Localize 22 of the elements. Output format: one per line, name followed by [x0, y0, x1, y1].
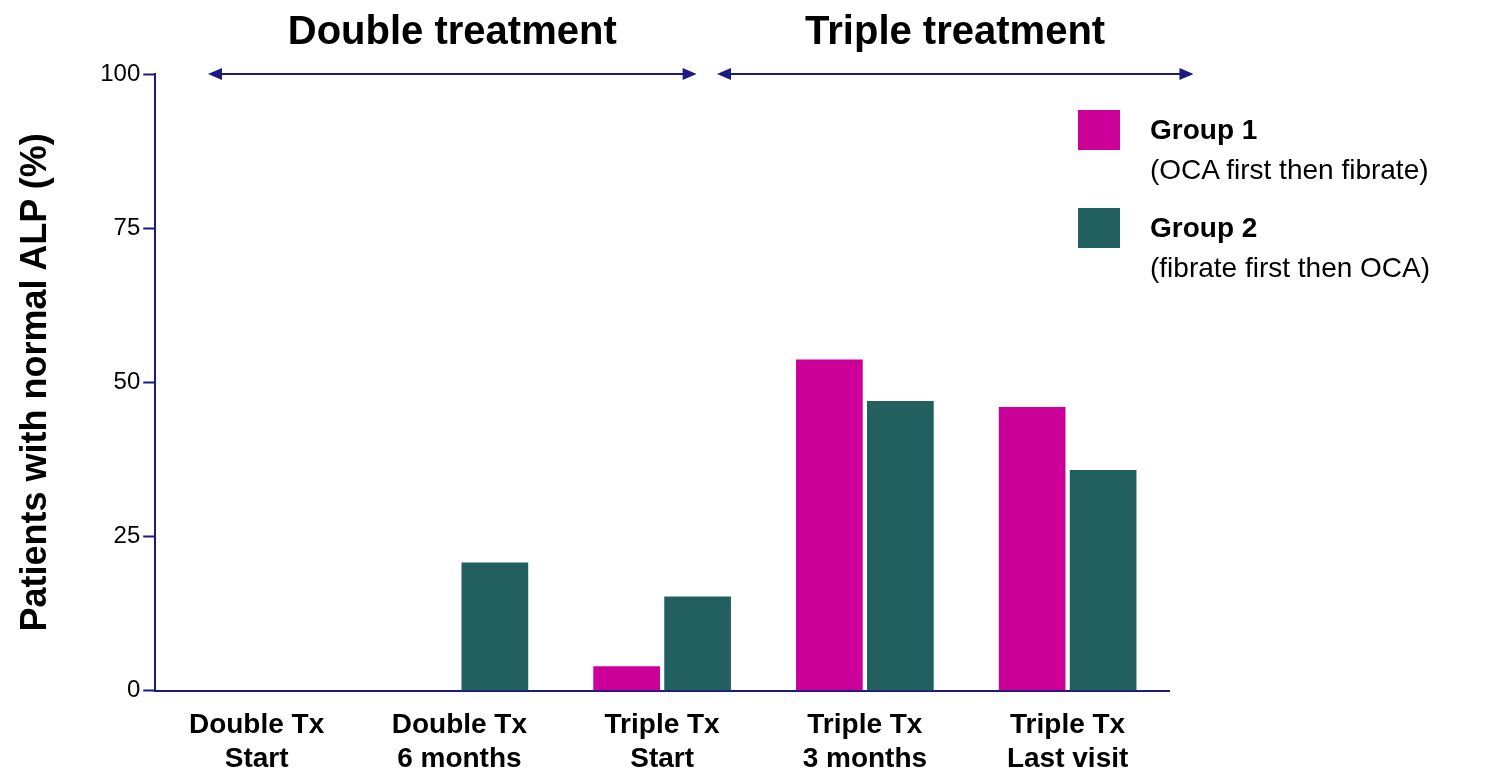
x-tick-label: Triple Tx Last visit	[1006, 708, 1129, 773]
bar	[867, 400, 934, 691]
bar	[461, 562, 529, 691]
x-tick-label: Triple Tx Start	[604, 708, 721, 773]
text: Double treatment	[287, 8, 617, 53]
bar	[593, 666, 660, 691]
bar	[1069, 469, 1137, 691]
y-tick-label: 100	[100, 58, 141, 86]
y-tick-label: 50	[113, 367, 141, 395]
legend-label: Group 2 (fibrate first then OCA)	[1150, 212, 1431, 283]
text: Triple treatment	[805, 8, 1106, 53]
x-tick-label: Double Tx 6 months	[391, 708, 528, 773]
x-tick-label: Triple Tx 3 months	[802, 708, 928, 773]
bar	[796, 359, 863, 691]
y-tick-label: 0	[126, 675, 141, 703]
legend-label: Group 1 (OCA first then fibrate)	[1150, 114, 1429, 185]
y-axis-title: Patients with normal ALP (%)	[12, 133, 54, 632]
y-tick-label: 25	[113, 521, 141, 549]
bar	[664, 596, 731, 691]
x-tick-label: Double Tx Start	[188, 708, 325, 773]
bar	[998, 407, 1066, 691]
y-tick-label: 75	[113, 212, 141, 240]
